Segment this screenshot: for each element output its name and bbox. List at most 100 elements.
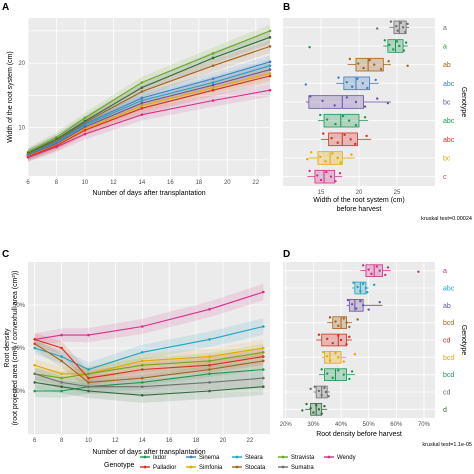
data-point-a [140,101,144,105]
x-tick-label-a: 14 [139,180,146,186]
legend-swatch-point [281,465,285,469]
box-point-b [338,172,342,175]
series-line-c [34,373,264,388]
box-point-d [366,291,369,294]
box-point-d [301,409,304,412]
legend-swatch-point [143,455,147,459]
plot-c: 6 8 10 12 14 16 18 20 22 30% 40% 50% [13,262,270,444]
box-point-b [308,45,311,49]
box-point-d [361,282,365,285]
box-point-d [309,407,312,410]
x-tick-label-a: 18 [195,180,202,186]
significance-letter-b: abc [443,118,455,125]
box-point-b [309,151,313,154]
box-point-b [374,78,377,82]
box-point-b [354,142,357,146]
box-point-b [330,136,333,140]
kruskal-note-b: kruskal test=0.00024 [421,216,472,222]
data-point-c [87,385,90,389]
box-point-b [321,99,324,103]
x-tick-label-c: 16 [166,438,173,444]
x-tick-label-d: 30% [307,422,320,428]
data-point-c [208,363,211,367]
box-point-b [339,161,342,164]
confidence-band-a [28,67,270,161]
data-point-c [208,372,211,376]
confidence-band-a [28,69,270,162]
data-point-c [87,376,90,380]
legend-swatch-point [235,455,239,459]
data-point-c [33,381,37,384]
box-point-d [305,402,308,406]
panel-c: C 6 8 10 12 14 16 18 20 22 30% 40% 50% Number of da… [2,249,270,456]
series-line-a [27,30,271,153]
box-b [343,76,371,91]
data-point-a [140,104,144,108]
box-point-d [327,395,330,398]
plot-a: 6 8 10 12 14 16 18 20 22 10 20 [18,18,272,186]
box-point-b [363,116,367,119]
data-point-c [33,389,37,393]
confidence-band-a [28,55,270,160]
significance-letter-b: a [443,44,447,51]
y-axis-label-c: Root density [4,328,11,367]
box-point-d [320,412,323,415]
y-axis-label-a: Width of the root system (cm) [7,51,14,142]
box-point-b [345,96,349,99]
box-point-b [316,174,319,177]
box-point-d [312,411,315,414]
series-line-a [27,89,271,158]
x-tick-label-c: 20 [220,438,227,444]
box-point-b [337,76,340,79]
plot-d: 20% 30% 40% 50% 60% 70% a abc ab bcd cd bcd bcd cd d [280,262,455,428]
series-line-a [27,72,271,157]
legend-label: Steara [245,455,263,461]
series-line-c [34,291,264,340]
kruskal-note-d: kruskal test=1.1e-05 [422,442,472,448]
box-point-d [331,341,334,345]
data-point-c [261,385,265,389]
significance-letter-b: abc [443,81,455,88]
series-line-c [34,381,264,396]
data-point-a [140,86,144,89]
legend-swatch-point [189,465,193,469]
data-point-a [268,45,272,48]
data-point-c [140,376,144,380]
box-point-b [401,26,405,29]
confidence-band-c [34,376,264,403]
box-point-b [347,119,351,122]
box-point-d [314,403,318,407]
box-point-d [334,320,337,323]
box-point-b [319,155,322,159]
data-point-c [87,372,90,376]
data-point-a [268,72,272,75]
data-point-c [261,346,265,350]
y-tick-label-a: 10 [18,126,25,132]
data-point-a [140,106,144,110]
box-point-b [336,141,339,144]
box-point-b [324,160,327,163]
x-tick-label-d: 60% [390,422,403,428]
x-axis-label-d: Root density before harvest [316,431,402,438]
panel-letter-a: A [2,2,9,13]
legend-label: Stocata [245,465,266,471]
data-point-c [140,381,144,384]
data-point-c [261,351,265,354]
box-point-b [356,77,359,80]
data-point-c [261,325,265,328]
box-point-b [345,80,349,84]
box-point-b [334,122,337,126]
box-b [323,113,360,128]
data-point-a [211,99,215,102]
box-point-d [309,387,312,391]
data-point-a [211,88,215,92]
box-point-d [346,298,350,302]
legend-swatch-point [143,465,147,469]
data-point-a [140,90,144,93]
x-axis-label-c: Number of days after transplantation [92,449,205,456]
series-line-c [34,368,264,392]
data-point-a [83,132,87,136]
y-tick-label-c: 40% [13,346,26,352]
box-point-d [337,334,340,337]
